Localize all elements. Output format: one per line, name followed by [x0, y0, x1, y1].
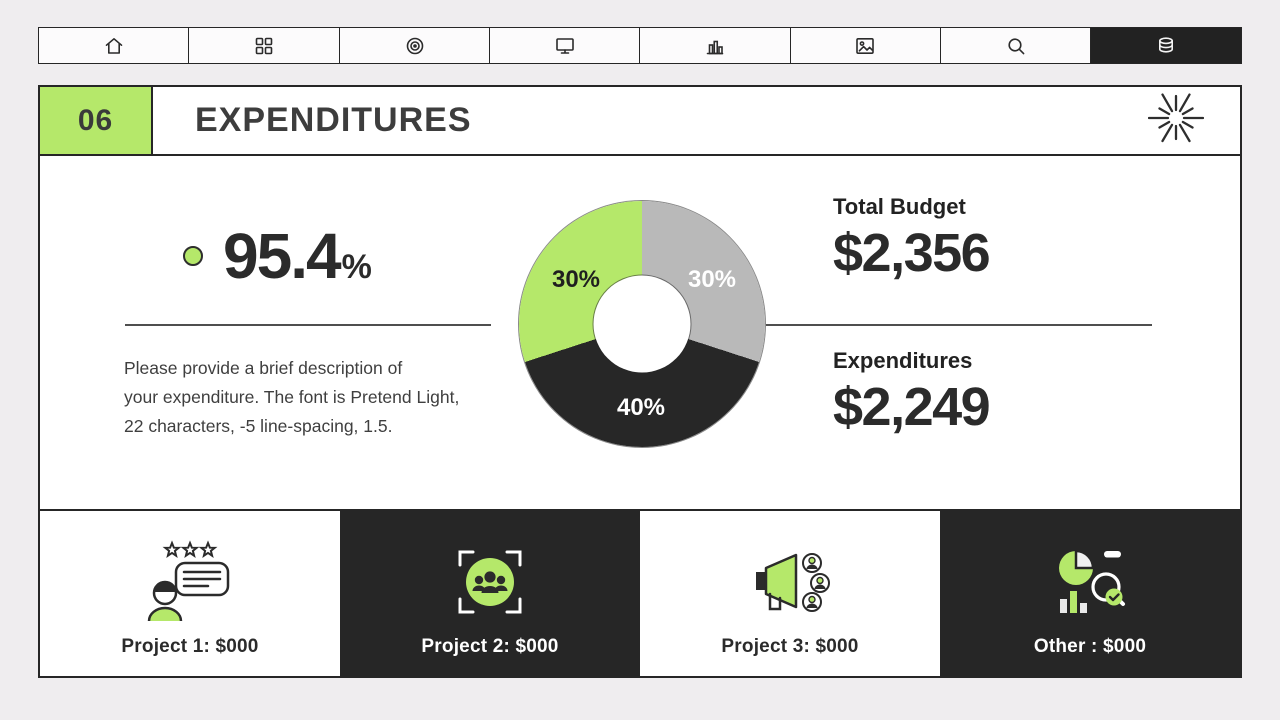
expenditures-label: Expenditures [833, 348, 973, 373]
screen-icon [553, 34, 577, 58]
expenditures-value: $2,249 [833, 377, 991, 437]
project-3-card: Project 3: $000 [640, 511, 940, 676]
slide-frame: 06 EXPENDITURES 95.4 % [38, 85, 1242, 678]
nav-tab-image[interactable] [789, 27, 942, 64]
team-focus-icon [442, 527, 538, 636]
project-1-card: Project 1: $000 [40, 511, 340, 676]
project-1-label: Project 1: $000 [121, 636, 259, 657]
description-line: 22 characters, -5 line-spacing, 1.5. [124, 416, 393, 436]
slide-content: 95.4 % Please provide a brief descriptio… [40, 156, 1240, 511]
divider-right [766, 324, 1152, 326]
icon-nav [38, 27, 1242, 64]
total-budget-label: Total Budget [833, 194, 966, 219]
slide-number-box: 06 [40, 87, 153, 154]
starburst-icon [1147, 90, 1205, 151]
nav-tab-target[interactable] [338, 27, 491, 64]
nav-tab-search[interactable] [939, 27, 1092, 64]
description-line: Please provide a brief description of [124, 358, 403, 378]
other-label: Other : $000 [1033, 636, 1147, 657]
grid-icon [252, 34, 276, 58]
donut-label-dark: 40% [616, 394, 666, 421]
bar-chart-icon [703, 34, 727, 58]
nav-tab-chart[interactable] [639, 27, 792, 64]
expenditures-block: Expenditures $2,249 [833, 348, 991, 438]
percent-value: 95.4 [223, 220, 342, 292]
project-2-label: Project 2: $000 [421, 636, 559, 657]
percent-sign: % [341, 248, 372, 286]
nav-tab-money[interactable] [1090, 27, 1242, 64]
green-dot-icon [183, 246, 203, 266]
nav-tab-grid[interactable] [188, 27, 341, 64]
description-text: Please provide a brief description of yo… [124, 354, 459, 441]
total-budget-block: Total Budget $2,356 [833, 194, 991, 284]
search-icon [1004, 34, 1028, 58]
project-cards: Project 1: $000 Project 2: $000 [40, 511, 1240, 676]
megaphone-icon [742, 527, 838, 636]
project-3-label: Project 3: $000 [721, 636, 859, 657]
total-budget-value: $2,356 [833, 223, 991, 283]
home-icon [102, 34, 126, 58]
slide-number: 06 [77, 103, 114, 137]
page-title: EXPENDITURES [195, 101, 472, 139]
description-line: your expenditure. The font is Pretend Li… [124, 387, 460, 407]
percent-summary: 95.4 % [183, 224, 372, 288]
slide-header: 06 EXPENDITURES [40, 87, 1240, 156]
donut-chart: 30% 30% 40% [519, 201, 765, 447]
donut-label-green: 30% [551, 266, 601, 293]
nav-tab-home[interactable] [38, 27, 190, 64]
donut-label-gray: 30% [687, 266, 737, 293]
nav-tab-screen[interactable] [488, 27, 641, 64]
donut-hole [593, 275, 691, 373]
customer-review-icon [142, 527, 238, 636]
coins-icon [1154, 34, 1178, 58]
other-card: Other : $000 [940, 511, 1240, 676]
target-icon [403, 34, 427, 58]
project-2-card: Project 2: $000 [340, 511, 640, 676]
divider-left [125, 324, 491, 326]
analytics-search-icon [1042, 527, 1138, 636]
image-icon [853, 34, 877, 58]
